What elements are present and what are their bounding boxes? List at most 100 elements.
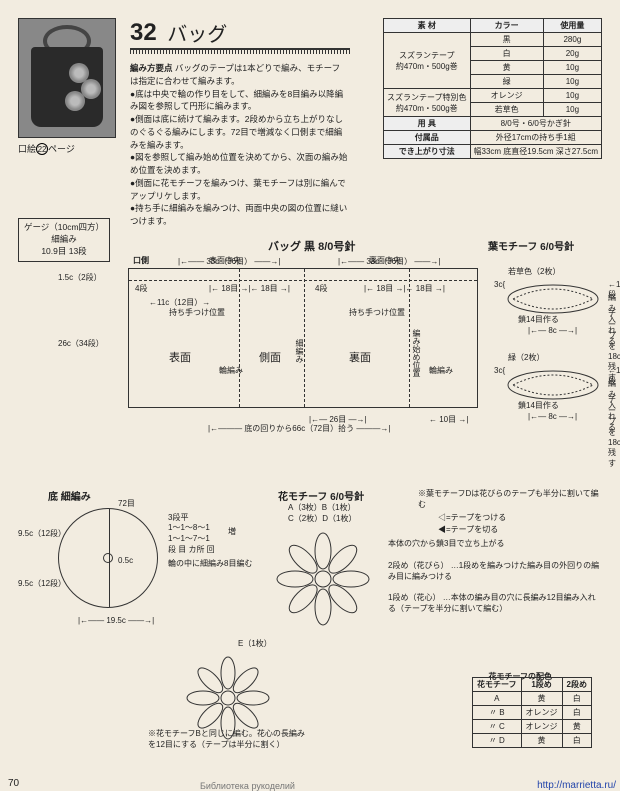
bottom-area: 底 細編み 72目 3段平 1〜1〜8〜1 1〜1〜7〜1 増 段 目 カ所 回…	[18, 488, 602, 768]
zou: 増	[228, 526, 236, 537]
ura: 裏面	[349, 349, 371, 365]
zoulines: 1〜1〜8〜1 1〜1〜7〜1	[168, 522, 210, 544]
intro-heading: 編み方要点	[130, 63, 173, 73]
mat-c5: 若草色	[470, 103, 543, 117]
bag-rect: 口側 表面中央 裏面中央 4段 |← 18目 →|← 18目 →| 4段 |← …	[128, 268, 478, 408]
tool-val: 8/0号・6/0号かぎ針	[470, 117, 601, 131]
acc-label: 付属品	[383, 131, 470, 145]
omote-center: 表面中央	[209, 255, 241, 266]
wa1: 輪編み	[219, 365, 243, 376]
ct-h0: 花モチーフ	[473, 678, 522, 692]
flower-svg-a	[268, 524, 378, 634]
materials-table: 素 材 カラー 使用量 スズランテープ約470m・500g巻 黒280g 白20…	[383, 18, 602, 159]
m18a: |← 18目 →|← 18目 →|	[209, 283, 290, 294]
m10: ← 10目 →|	[429, 414, 468, 425]
mat-a2: 10g	[543, 61, 601, 75]
mat-c4: オレンジ	[470, 89, 543, 103]
row4a: 4段	[135, 283, 147, 294]
title-text: バッグ	[167, 18, 227, 47]
soku: 側面	[259, 349, 281, 365]
acc-val: 外径17cmの持ち手1組	[470, 131, 601, 145]
h1: 9.5c（12段）	[18, 528, 66, 539]
leaf-len1: |←— 8c —→|	[528, 326, 577, 335]
h2: 9.5c（12段）	[18, 578, 66, 589]
mat-r4s: 約470m・500g巻	[396, 104, 458, 113]
gauge-title: ゲージ（10cm四方）	[22, 222, 106, 234]
bottom-dim: |←——— 底の回りから66c（72目）拾う ———→|	[208, 423, 390, 434]
intro-bullet3: ●図を参照して編み始め位置を決めてから、次面の編み始め位置を決めます。	[130, 152, 347, 175]
c05: 0.5c	[118, 556, 133, 565]
legend2: ◀=テープを切る	[438, 524, 498, 535]
tool-label: 用 具	[383, 117, 470, 131]
color-table: 花モチーフ1段め2段め A黄白 〃 Bオレンジ白 〃 Cオレンジ黄 〃 D黄白	[472, 677, 592, 748]
bag-diagram-area: バッグ 黒 8/0号針 葉モチーフ 6/0号針 |←—— 33c（36目） ——…	[118, 248, 602, 468]
row4b: 4段	[315, 283, 327, 294]
photo-caption: 口絵22ページ	[18, 142, 75, 155]
mat-c0: 黒	[470, 33, 543, 47]
m72: 72目	[118, 498, 135, 509]
step2: 2段め（花びら） …1段めを編みつけた編み目の外回りの編み目に編みつける	[388, 560, 602, 582]
mat-hdr-material: 素 材	[383, 19, 470, 33]
mat-a0: 280g	[543, 33, 601, 47]
intro-bullet5: ●持ち手に細編みを編みつけ、両面中央の図の位置に縫いつけます。	[130, 203, 347, 226]
title-underline	[130, 48, 350, 54]
size-val: 幅33cm 底直径19.5cm 深さ27.5cm	[470, 145, 601, 159]
leaf-title: 葉モチーフ 6/0号針	[488, 238, 574, 253]
leaf-len2: |←— 8c —→|	[528, 412, 577, 421]
ct-h1: 1段め	[521, 678, 562, 692]
omote: 表面	[169, 349, 191, 365]
page-title: 32 バッグ	[130, 18, 227, 47]
mochi2: 持ち手つけ位置	[349, 307, 405, 318]
intro-text: 編み方要点 バッグのテープは1本どりで編み、モチーフは指定に合わせて編みます。 …	[130, 62, 348, 228]
bottom-title: 底 細編み	[48, 488, 91, 503]
step3: 1段め（花心） …本体の編み目の穴に長編み12目編み入れる（テープを半分に割いて…	[388, 592, 602, 614]
step1: 本体の穴から鎖3目で立ち上がる	[388, 538, 504, 549]
mat-a1: 20g	[543, 47, 601, 61]
flower-title: 花モチーフ 6/0号針	[278, 488, 364, 503]
leaf-w1: 3c{	[494, 280, 505, 289]
gauge-l1: 細編み	[22, 234, 106, 246]
caption-suffix: ページ	[48, 144, 75, 154]
kuchigawa: 口側	[133, 255, 149, 266]
mat-c2: 黄	[470, 61, 543, 75]
mat-hdr-amount: 使用量	[543, 19, 601, 33]
watermark: Библиотека рукоделий	[200, 781, 295, 791]
mat-c3: 緑	[470, 75, 543, 89]
source-url: http://marrietta.ru/	[537, 780, 616, 791]
mat-c1: 白	[470, 47, 543, 61]
legend1: ◁=テープをつける	[438, 512, 506, 523]
w195: |←—— 19.5c ——→|	[78, 616, 154, 625]
bag-diagram-title: バッグ 黒 8/0号針	[268, 238, 355, 254]
ct-h2: 2段め	[562, 678, 591, 692]
m18b: |← 18目 →|← 18目 →|	[364, 283, 445, 294]
mat-hdr-color: カラー	[470, 19, 543, 33]
dim-left2: 26c（34段）	[58, 338, 104, 349]
leaf-kusari2: 鎖14目作る	[518, 400, 559, 411]
bottom-circle	[58, 508, 158, 608]
wa2: 輪編み	[429, 365, 453, 376]
e-note: ※花モチーフBと同じに編む。花心の長編みを12目にする（テープは半分に割く）	[148, 728, 308, 750]
mat-a5: 10g	[543, 103, 601, 117]
mat-r0s: 約470m・500g巻	[396, 62, 458, 71]
caption-prefix: 口絵	[18, 144, 36, 154]
center: 輪の中に細編み8目編む	[168, 558, 252, 569]
mat-r4: スズランテープ特別色	[387, 93, 467, 102]
dim-left1: 1.5c（2段）	[58, 272, 102, 283]
leaf-w2: 3c{	[494, 366, 505, 375]
title-number: 32	[130, 19, 157, 47]
flower-note-top: ※葉モチーフDは花びらのテープも半分に割いて編む	[418, 488, 602, 510]
mat-r0: スズランテープ	[399, 51, 455, 60]
hoso1: 細編み	[294, 339, 305, 363]
mat-a3: 10g	[543, 75, 601, 89]
intro-bullet2: ●側面は底に続けて編みます。2段めから立ち上がりなしのぐるぐる編みにします。72…	[130, 114, 343, 150]
ura-center: 裏面中央	[369, 255, 401, 266]
gauge-box: ゲージ（10cm四方） 細編み 10.9目 13段	[18, 218, 110, 262]
gauge-l2: 10.9目 13段	[22, 246, 106, 258]
page-number: 70	[8, 778, 19, 789]
mochi1: 持ち手つけ位置	[169, 307, 225, 318]
intro-bullet4: ●側面に花モチーフを編みつけ、葉モチーフは別に編んでアップリケします。	[130, 178, 346, 201]
amihajime: 編み始め位置	[411, 329, 422, 377]
mat-a4: 10g	[543, 89, 601, 103]
size-label: でき上がり寸法	[383, 145, 470, 159]
leaf-kusari1: 鎖14目作る	[518, 314, 559, 325]
